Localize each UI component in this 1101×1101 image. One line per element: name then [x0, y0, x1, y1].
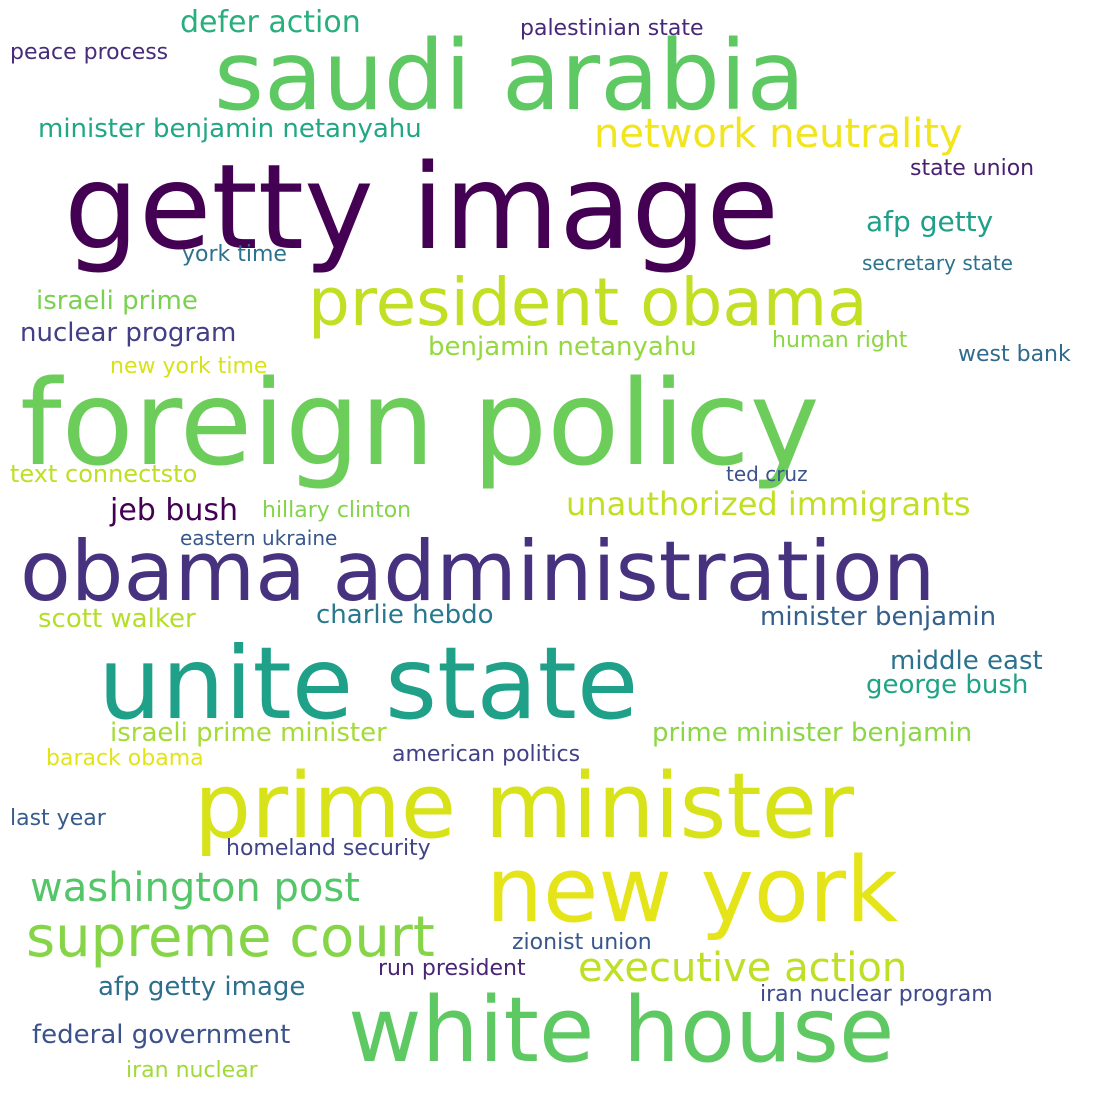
word-executive-action: executive action	[578, 945, 908, 991]
word-charlie-hebdo: charlie hebdo	[316, 600, 494, 630]
word-zionist-union: zionist union	[512, 930, 652, 955]
word-minister-benjamin-netanyahu: minister benjamin netanyahu	[38, 114, 422, 144]
word-federal-government: federal government	[32, 1020, 291, 1050]
word-human-right: human right	[772, 328, 908, 353]
word-foreign-policy: foreign policy	[20, 354, 820, 492]
word-washington-post: washington post	[30, 865, 360, 911]
word-supreme-court: supreme court	[26, 905, 435, 970]
word-israeli-prime-minister: israeli prime minister	[110, 718, 387, 748]
word-obama-administration: obama administration	[20, 523, 936, 620]
word-american-politics: american politics	[392, 742, 581, 767]
word-defer-action: defer action	[180, 5, 361, 40]
word-run-president: run president	[378, 956, 526, 981]
word-new-york-time: new york time	[110, 354, 268, 379]
word-afp-getty: afp getty	[866, 205, 994, 238]
word-middle-east: middle east	[890, 646, 1043, 676]
word-state-union: state union	[910, 156, 1035, 181]
word-prime-minister: prime minister	[194, 754, 855, 859]
word-peace-process: peace process	[10, 40, 169, 65]
word-homeland-security: homeland security	[226, 836, 431, 861]
word-president-obama: president obama	[308, 264, 868, 341]
word-unite-state: unite state	[98, 625, 639, 742]
word-nuclear-program: nuclear program	[20, 318, 237, 348]
word-secretary-state: secretary state	[862, 251, 1013, 275]
word-george-bush: george bush	[866, 670, 1029, 700]
word-eastern-ukraine: eastern ukraine	[180, 526, 338, 550]
word-unauthorized-immigrants: unauthorized immigrants	[566, 485, 971, 523]
word-saudi-arabia: saudi arabia	[214, 20, 806, 132]
word-israeli-prime: israeli prime	[36, 286, 198, 316]
word-afp-getty-image: afp getty image	[98, 972, 306, 1002]
word-last-year: last year	[10, 806, 106, 831]
word-getty-image: getty image	[64, 138, 779, 276]
word-iran-nuclear: iran nuclear	[126, 1058, 258, 1083]
word-barack-obama: barack obama	[46, 746, 204, 771]
word-scott-walker: scott walker	[38, 604, 196, 634]
word-prime-minister-benjamin: prime minister benjamin	[652, 718, 973, 748]
word-iran-nuclear-program: iran nuclear program	[760, 982, 993, 1007]
word-palestinian-state: palestinian state	[520, 16, 704, 41]
word-new-york: new york	[486, 838, 899, 943]
word-hillary-clinton: hillary clinton	[262, 498, 412, 523]
word-text-connectsto: text connectsto	[10, 460, 198, 488]
word-york-time: york time	[182, 242, 287, 267]
word-minister-benjamin: minister benjamin	[760, 602, 997, 632]
word-west-bank: west bank	[958, 342, 1071, 367]
word-white-house: white house	[348, 978, 895, 1083]
word-ted-cruz: ted cruz	[726, 462, 808, 486]
word-jeb-bush: jeb bush	[110, 493, 239, 528]
word-benjamin-netanyahu: benjamin netanyahu	[428, 332, 697, 362]
word-network-neutrality: network neutrality	[594, 111, 963, 157]
